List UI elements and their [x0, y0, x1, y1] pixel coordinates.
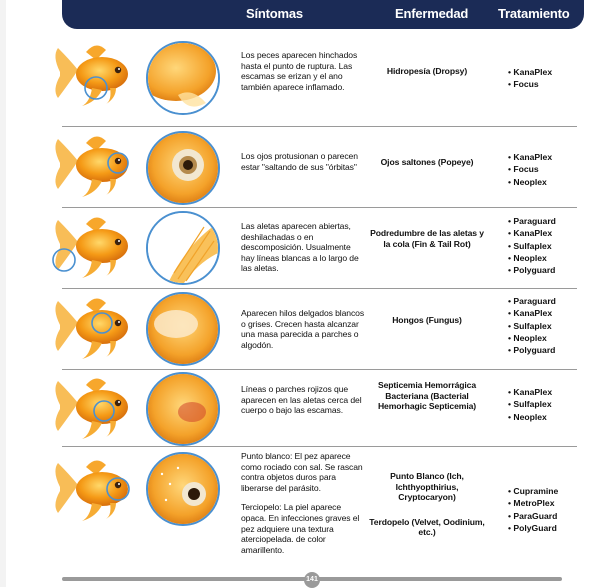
symptom-text: Aparecen hilos delgados blancos o grises… [241, 308, 365, 350]
zoom-circle-image [146, 211, 220, 285]
symptom-text: Los peces aparecen hinchados hasta el pu… [241, 50, 358, 92]
page-number: 141 [304, 572, 320, 588]
treatment-item: Paraguard [508, 215, 556, 227]
symptom-text: Punto blanco: El pez aparece como rociad… [241, 451, 363, 493]
treatment-item: KanaPlex [508, 307, 556, 319]
goldfish-image [55, 45, 128, 106]
treatment-item: Neoplex [508, 176, 552, 188]
treatment-item: Focus [508, 163, 552, 175]
symptom-text: Las aletas aparecen abiertas, deshilacha… [241, 221, 359, 274]
treatment-item: MetroPlex [508, 497, 558, 509]
treatment-item: KanaPlex [508, 151, 552, 163]
row-divider [62, 288, 577, 289]
treatment-item: Neoplex [508, 252, 556, 264]
disease-name: Ojos saltones (Popeye) [380, 157, 474, 167]
disease-name: Punto Blanco (Ich, Ichthyopthirius, Cryp… [390, 471, 464, 503]
treatment-item: ParaGuard [508, 510, 558, 522]
goldfish-image [55, 298, 128, 359]
zoom-circle-image [146, 372, 220, 446]
table-row: Líneas o parches rojizos que aparecen en… [0, 370, 597, 446]
disease-name: Hidropesía (Dropsy) [386, 66, 468, 76]
disease-name: Podredumbre de las aletas y la cola (Fin… [370, 228, 484, 249]
goldfish-image [55, 136, 129, 197]
treatment-item: Sulfaplex [508, 398, 552, 410]
treatment-item: PolyGuard [508, 522, 558, 534]
treatment-list: KanaPlex Focus [508, 66, 552, 91]
goldfish-image [55, 460, 130, 521]
treatment-item: Polyguard [508, 264, 556, 276]
symptom-text: Los ojos protusionan o parecen estar "sa… [241, 151, 358, 172]
treatment-item: Polyguard [508, 344, 556, 356]
goldfish-image [55, 378, 128, 439]
treatment-item: Paraguard [508, 295, 556, 307]
treatment-item: Neoplex [508, 332, 556, 344]
treatment-item: Sulfaplex [508, 240, 556, 252]
header-treatment: Tratamiento [498, 6, 570, 21]
row-divider [62, 369, 577, 370]
symptom-text-velvet: Terciopelo: La piel aparece opaca. En in… [241, 502, 360, 555]
treatment-item: Sulfaplex [508, 320, 556, 332]
treatment-list: KanaPlex Focus Neoplex [508, 151, 552, 188]
treatment-item: KanaPlex [508, 227, 556, 239]
treatment-item: Neoplex [508, 411, 552, 423]
zoom-circle-image [146, 292, 220, 366]
header-symptoms: Síntomas [246, 6, 303, 21]
treatment-item: Focus [508, 78, 552, 90]
treatment-item: KanaPlex [508, 386, 552, 398]
disease-name: Septicemia Hemorrágica Bacteriana (Bacte… [377, 380, 477, 412]
table-row: Punto blanco: El pez aparece como rociad… [0, 447, 597, 572]
treatment-list: KanaPlex Sulfaplex Neoplex [508, 386, 552, 423]
page-edge [0, 0, 6, 587]
zoom-circle-image [146, 452, 220, 526]
row-divider [62, 446, 577, 447]
disease-name: Hongos (Fungus) [392, 315, 462, 325]
treatment-list: Paraguard KanaPlex Sulfaplex Neoplex Pol… [508, 295, 556, 356]
symptom-text-group: Punto blanco: El pez aparece como rociad… [241, 451, 366, 564]
row-divider [62, 207, 577, 208]
treatment-list: Paraguard KanaPlex Sulfaplex Neoplex Pol… [508, 215, 556, 276]
treatment-list: Cupramine MetroPlex ParaGuard PolyGuard [508, 485, 558, 534]
table-row: Los ojos protusionan o parecen estar "sa… [0, 127, 597, 207]
table-row: Las aletas aparecen abiertas, deshilacha… [0, 208, 597, 288]
disease-name-velvet: Terdopelo (Velvet, Oodinium, etc.) [369, 516, 485, 538]
table-row: Los peces aparecen hinchados hasta el pu… [0, 30, 597, 126]
zoom-circle-image [146, 41, 220, 115]
disease-name-group: Punto Blanco (Ich, Ichthyopthirius, Cryp… [367, 471, 487, 538]
treatment-item: KanaPlex [508, 66, 552, 78]
table-row: Aparecen hilos delgados blancos o grises… [0, 289, 597, 369]
zoom-circle-image [146, 131, 220, 205]
table-header: Síntomas Enfermedad Tratamiento [62, 0, 584, 29]
goldfish-image [52, 217, 128, 278]
symptom-text: Líneas o parches rojizos que aparecen en… [241, 384, 362, 416]
treatment-item: Cupramine [508, 485, 558, 497]
row-divider [62, 126, 577, 127]
header-disease: Enfermedad [395, 6, 469, 21]
